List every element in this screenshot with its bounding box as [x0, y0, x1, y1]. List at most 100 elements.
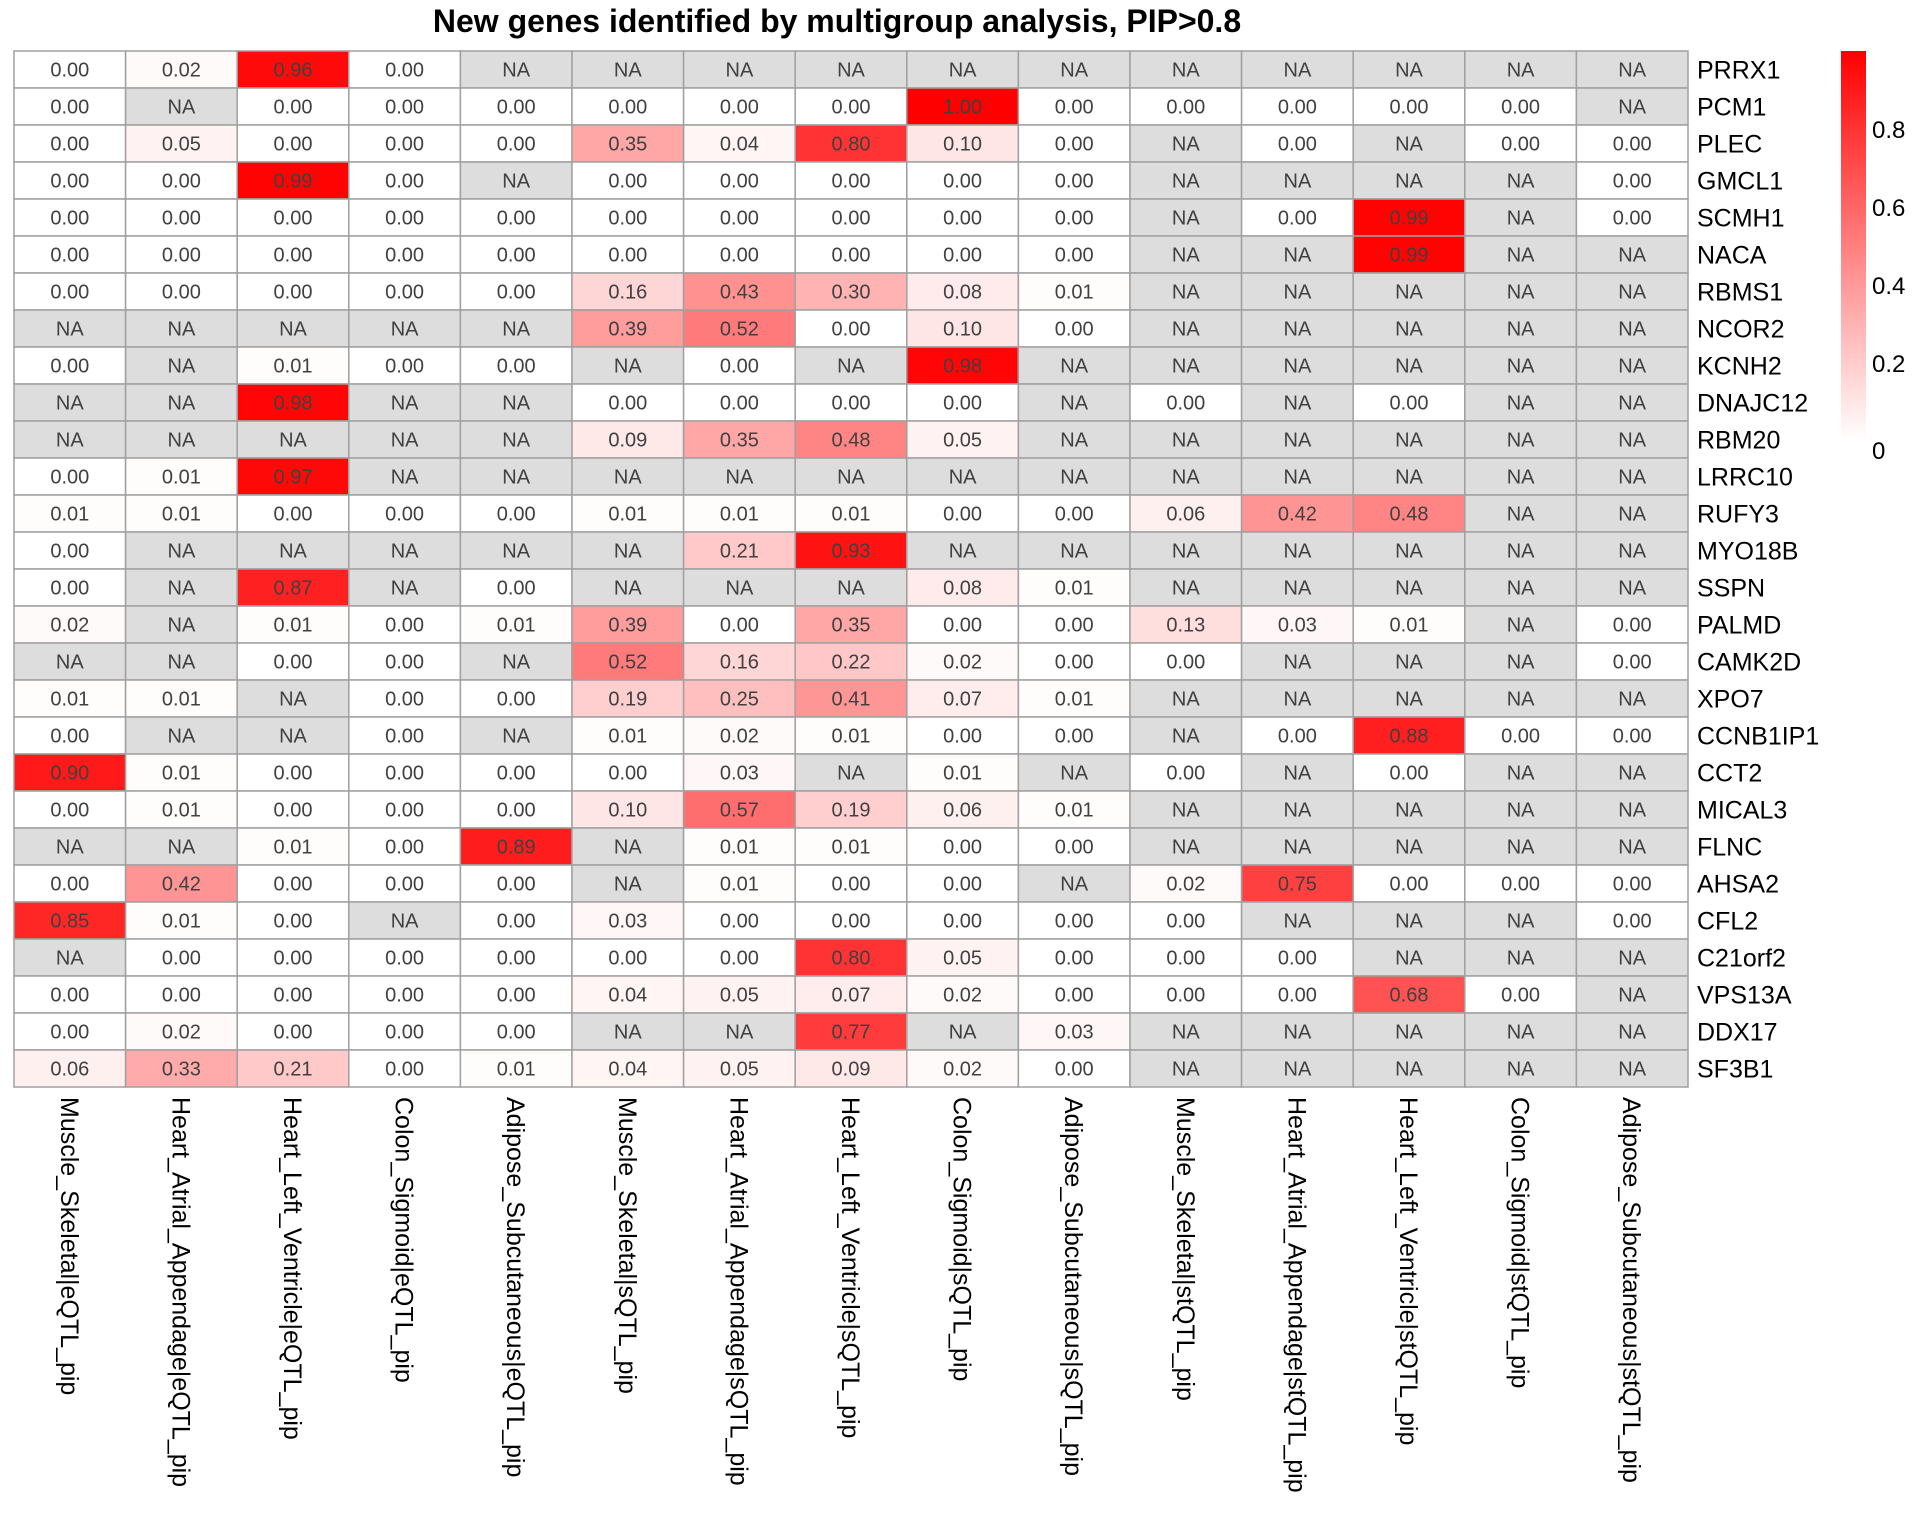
heatmap-cell-value: 0.93 — [832, 541, 871, 563]
heatmap-cell-value: NA — [1618, 985, 1646, 1007]
heatmap-cell-value: 0.00 — [1166, 652, 1205, 674]
heatmap-cell — [1575, 568, 1689, 607]
heatmap-cell-value: 0.00 — [1613, 615, 1652, 637]
heatmap-cell — [236, 605, 350, 644]
heatmap-cell — [1464, 383, 1578, 422]
heatmap-cell-value: NA — [1284, 800, 1312, 822]
heatmap-cell — [682, 420, 796, 459]
heatmap-cell-value: 0.00 — [720, 911, 759, 933]
heatmap-cell-value: 0.00 — [608, 208, 647, 230]
heatmap-cell — [571, 50, 685, 89]
heatmap-cell — [906, 272, 1020, 311]
heatmap-cell-value: 0.00 — [1501, 97, 1540, 119]
heatmap-cell — [1129, 827, 1243, 866]
heatmap-cell — [571, 161, 685, 200]
heatmap-cell-value: 0.00 — [1055, 837, 1094, 859]
heatmap-cell-value: NA — [1172, 171, 1200, 193]
heatmap-cell-value: 0.03 — [1278, 615, 1317, 637]
heatmap-cell-value: 0.06 — [1166, 504, 1205, 526]
heatmap-cell-value: 0.00 — [943, 393, 982, 415]
heatmap-cell-value: 0.99 — [1390, 208, 1429, 230]
heatmap-cell — [794, 827, 908, 866]
heatmap-cell-value: NA — [1284, 356, 1312, 378]
heatmap-cell-value: 0.00 — [50, 97, 89, 119]
heatmap-cell — [124, 1012, 238, 1051]
heatmap-cell-value: NA — [1507, 245, 1535, 267]
row-label: FLNC — [1697, 834, 1762, 862]
heatmap-cell-value: 0.00 — [274, 874, 313, 896]
heatmap-cell-value: NA — [837, 356, 865, 378]
heatmap-cell-value: 0.00 — [162, 948, 201, 970]
heatmap-cell — [1240, 753, 1354, 792]
heatmap-cell-value: 0.00 — [943, 171, 982, 193]
heatmap-cell — [13, 679, 127, 718]
heatmap-cell-value: NA — [391, 578, 419, 600]
heatmap-cell-value: 0.00 — [1613, 208, 1652, 230]
heatmap-cell-value: NA — [1172, 689, 1200, 711]
heatmap-cell-value: 0.00 — [385, 837, 424, 859]
heatmap-cell — [348, 679, 462, 718]
heatmap-cell-value: NA — [279, 319, 307, 341]
heatmap-cell — [236, 753, 350, 792]
heatmap-cell-value: 0.00 — [162, 245, 201, 267]
heatmap-cell-value: 0.00 — [1055, 985, 1094, 1007]
heatmap-cell-value: NA — [1172, 208, 1200, 230]
heatmap-cell — [348, 901, 462, 940]
heatmap-cell-value: 0.80 — [832, 948, 871, 970]
heatmap-cell-value: NA — [1284, 652, 1312, 674]
heatmap-cell — [1240, 827, 1354, 866]
heatmap-cell-value: NA — [614, 874, 642, 896]
heatmap-cell — [682, 494, 796, 533]
column-label: Colon_Sigmoid|eQTL_pip — [390, 1097, 418, 1383]
heatmap-cell — [1352, 198, 1466, 237]
heatmap-cell-value: 0.33 — [162, 1059, 201, 1081]
heatmap-cell-value: 0.01 — [497, 615, 536, 637]
heatmap-cell-value: 0.39 — [608, 615, 647, 637]
heatmap-cell-value: NA — [614, 541, 642, 563]
heatmap-cell-value: NA — [56, 948, 84, 970]
heatmap-cell — [124, 346, 238, 385]
heatmap-cell-value: 0.00 — [50, 245, 89, 267]
heatmap-cell-value: 0.00 — [1390, 393, 1429, 415]
heatmap-cell — [1017, 679, 1131, 718]
color-legend: 0 0.2 0.4 0.6 0.8 — [1841, 51, 1905, 465]
heatmap-cell — [13, 87, 127, 126]
heatmap-cell — [1240, 124, 1354, 163]
heatmap-cell-value: NA — [1060, 541, 1088, 563]
heatmap-cell-value: 0.98 — [274, 393, 313, 415]
heatmap-cell — [236, 309, 350, 348]
heatmap-cell — [1240, 568, 1354, 607]
heatmap-cell-value: NA — [391, 541, 419, 563]
heatmap-cell-value: 0.77 — [832, 1022, 871, 1044]
heatmap-cell — [1240, 198, 1354, 237]
heatmap-cell-value: NA — [502, 726, 530, 748]
heatmap-cell — [13, 50, 127, 89]
heatmap-cell-value: NA — [1507, 1022, 1535, 1044]
heatmap-cell — [682, 1049, 796, 1088]
heatmap-cell-value: NA — [168, 97, 196, 119]
column-labels: Muscle_Skeletal|eQTL_pip Heart_Atrial_App… — [55, 1097, 1645, 1493]
heatmap-cell-value: NA — [56, 430, 84, 452]
heatmap-cell-value: 0.00 — [385, 689, 424, 711]
heatmap-cell — [571, 1049, 685, 1088]
heatmap-cell — [1129, 420, 1243, 459]
heatmap-cell-value: NA — [1172, 467, 1200, 489]
heatmap-cell-value: NA — [1395, 948, 1423, 970]
heatmap-cell-value: 0.00 — [720, 356, 759, 378]
heatmap-cell — [794, 87, 908, 126]
heatmap-cell-value: 0.68 — [1390, 985, 1429, 1007]
heatmap-cell-value: NA — [1507, 1059, 1535, 1081]
heatmap-cell-value: 0.00 — [1055, 1059, 1094, 1081]
heatmap-cell-value: NA — [279, 430, 307, 452]
heatmap-cell — [794, 50, 908, 89]
heatmap-cell-value: 0.02 — [943, 652, 982, 674]
heatmap-cell-value: 0.00 — [385, 800, 424, 822]
heatmap-cell-value: 0.16 — [720, 652, 759, 674]
heatmap-cell-value: NA — [1395, 430, 1423, 452]
heatmap-cell-value: 0.00 — [1613, 652, 1652, 674]
heatmap-cell-value: 0.00 — [943, 874, 982, 896]
row-label: CCNB1IP1 — [1697, 723, 1819, 751]
column-label: Heart_Atrial_Appendage|eQTL_pip — [166, 1097, 194, 1487]
heatmap-cell — [1575, 124, 1689, 163]
heatmap-cell-value: NA — [1507, 467, 1535, 489]
